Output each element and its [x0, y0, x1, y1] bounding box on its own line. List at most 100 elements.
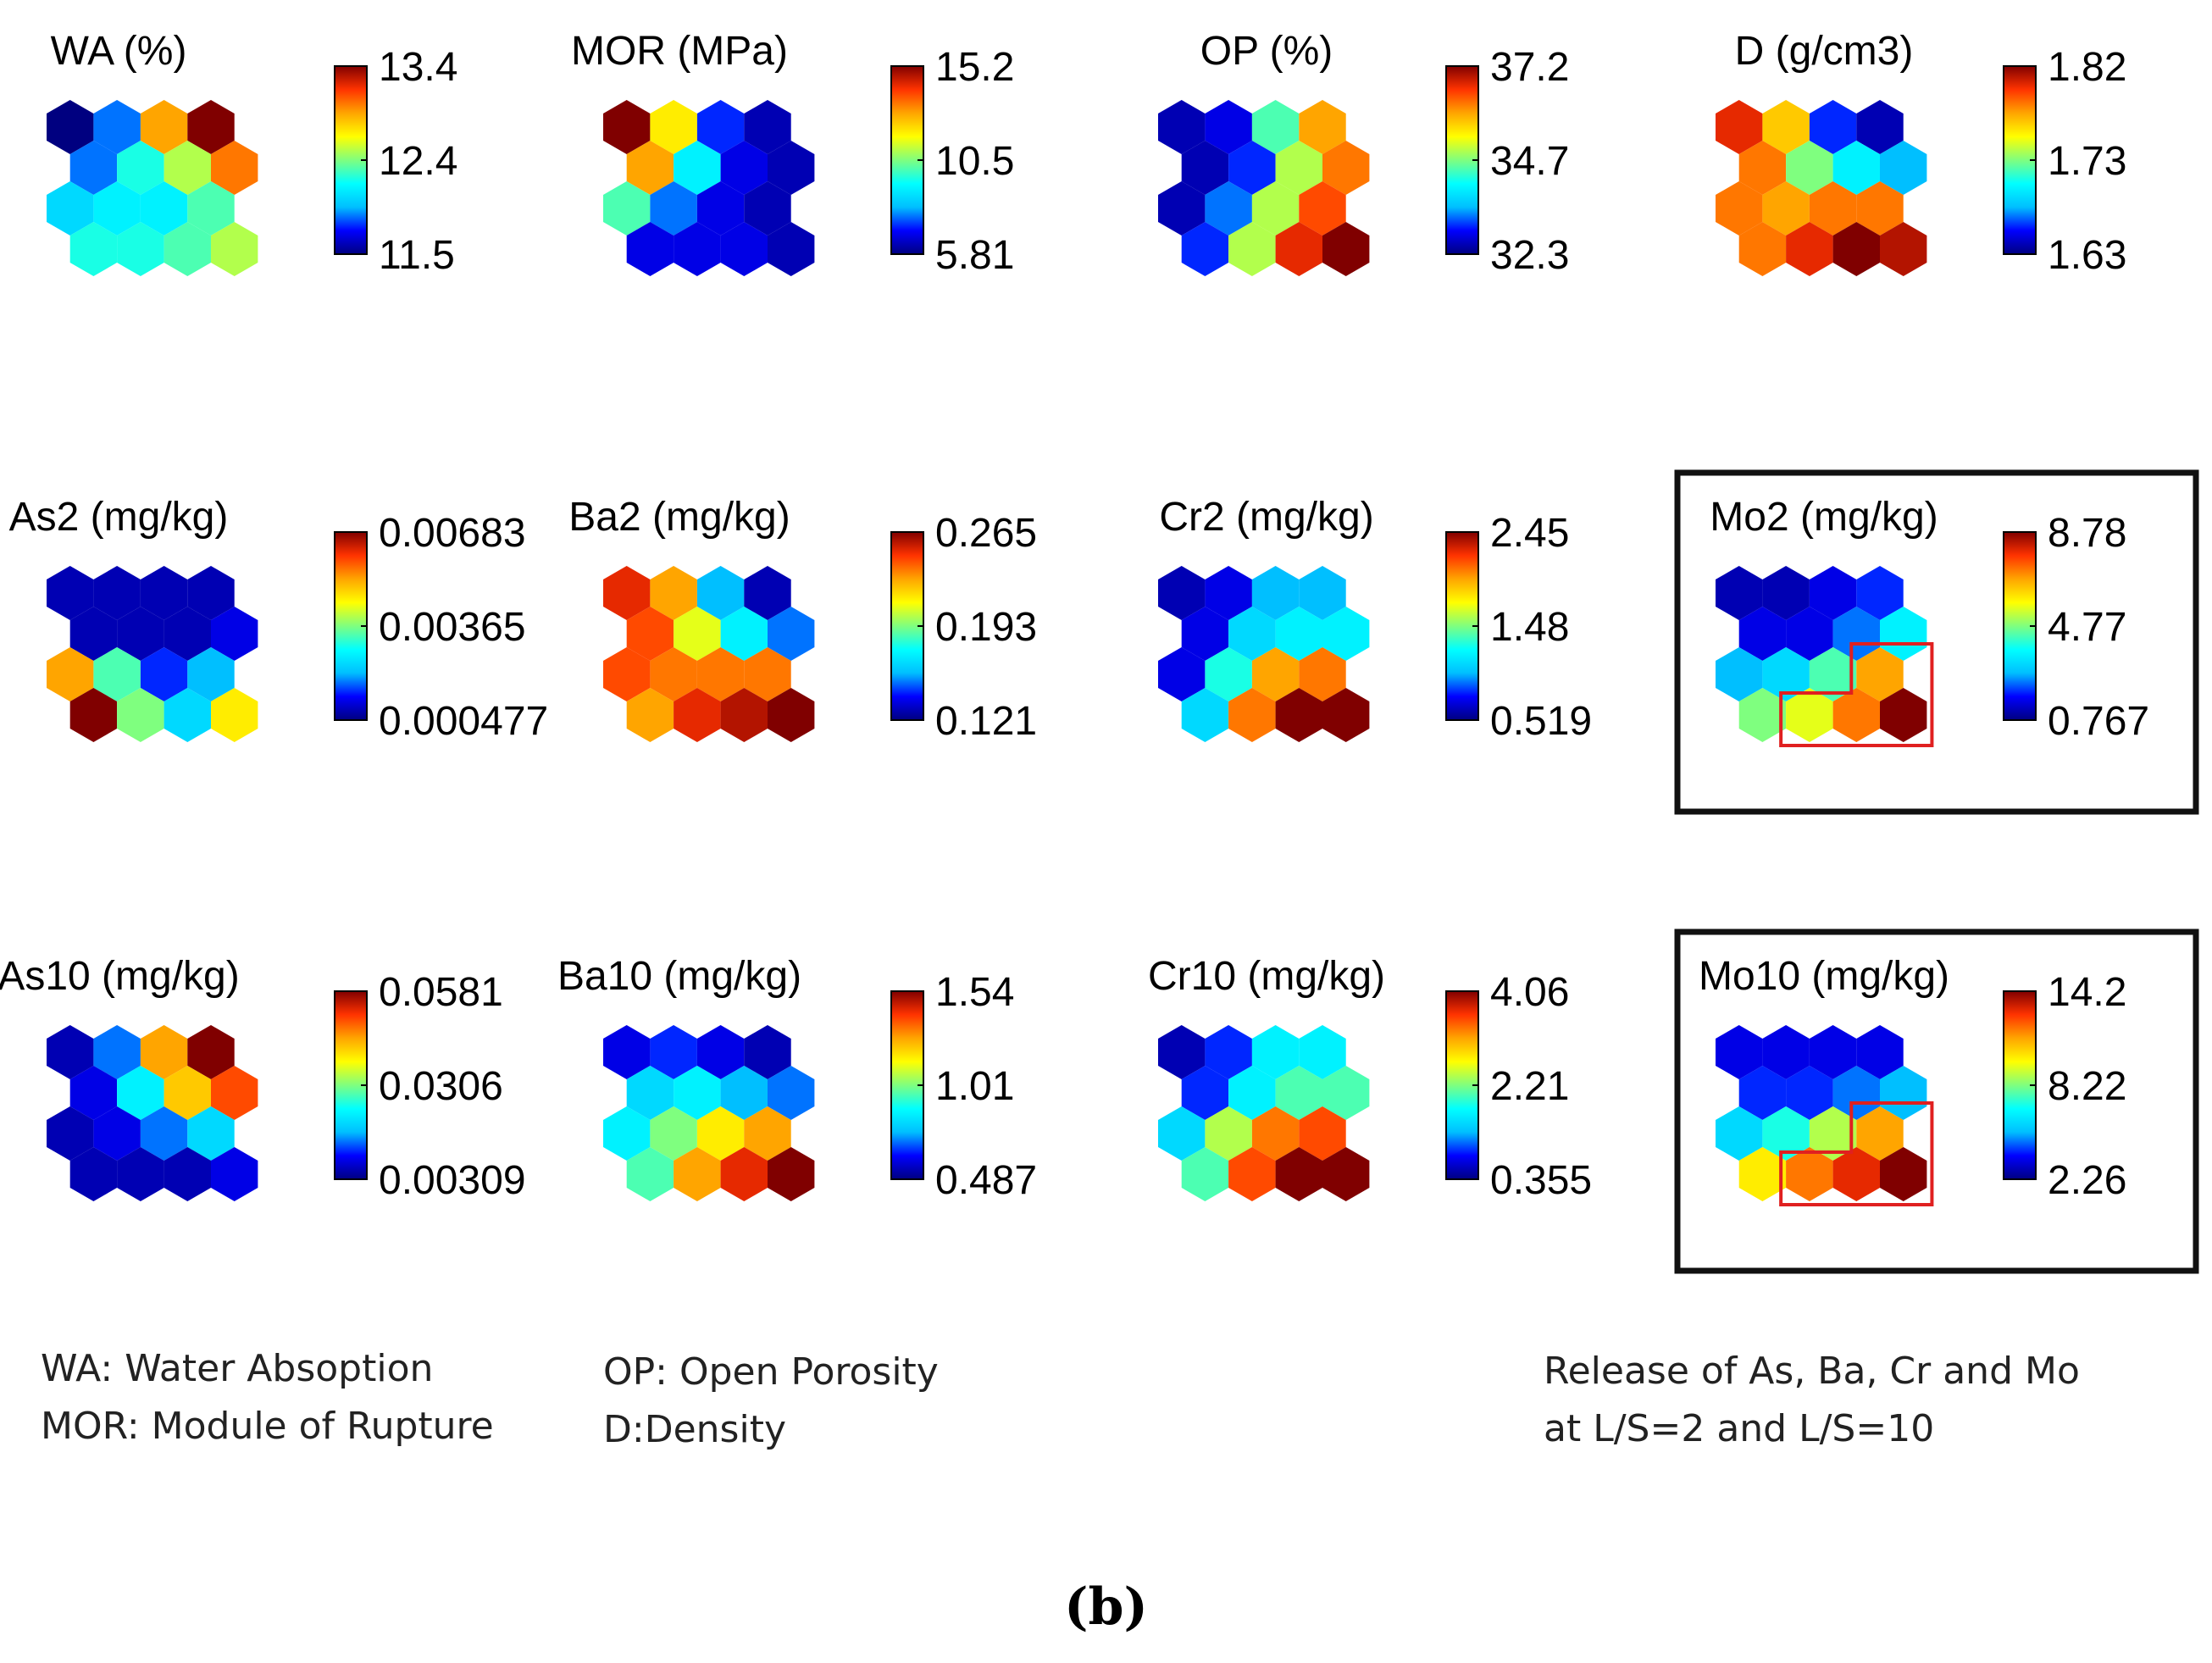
colorbar — [334, 531, 368, 721]
som-hex-cell — [1786, 1066, 1833, 1120]
som-hex-cell — [1786, 222, 1833, 276]
component-plane: WA (%) 13.4 12.4 11.5 — [47, 29, 457, 278]
som-hex-cell — [1205, 566, 1252, 620]
som-hex-cell — [140, 181, 188, 236]
colorbar-tick-label: 4.06 — [1490, 970, 1569, 1015]
som-hex-cell — [768, 1066, 815, 1120]
som-hex-cell — [1181, 688, 1229, 742]
som-hex-cell — [1205, 1106, 1252, 1161]
som-hex-cell — [1251, 566, 1300, 620]
som-hex-cell — [1786, 141, 1833, 195]
som-hex-cell — [1322, 1147, 1370, 1201]
som-hex-cell — [140, 566, 188, 620]
plane-title: WA (%) — [51, 29, 187, 74]
component-plane: As2 (mg/kg) 0.00683 0.00365 0.000477 — [9, 495, 549, 744]
colorbar-tick-label: 11.5 — [379, 233, 455, 278]
component-plane: As10 (mg/kg) 0.0581 0.0306 0.00309 — [0, 954, 526, 1203]
colorbar-tick-label: 0.0581 — [379, 970, 503, 1015]
som-hex-cell — [1716, 1106, 1763, 1161]
som-hex-cell — [1251, 181, 1300, 236]
som-hex-cell — [1275, 1147, 1322, 1201]
som-hex-cell — [1181, 222, 1229, 276]
som-hex-cell — [696, 1106, 745, 1161]
som-hex-cell — [1738, 688, 1787, 742]
som-hex-cell — [1158, 1106, 1206, 1161]
som-hex-cell — [117, 141, 164, 195]
colorbar-tick-label: 32.3 — [1490, 233, 1569, 278]
som-hex-cell — [93, 566, 141, 620]
colorbar-tick-label: 0.00683 — [379, 511, 526, 556]
som-hex-cell — [1880, 222, 1927, 276]
component-plane: Ba2 (mg/kg) 0.265 0.193 0.121 — [568, 495, 1037, 744]
som-hex-cell — [140, 647, 188, 701]
plane-title: Mo10 (mg/kg) — [1699, 954, 1949, 999]
som-hex-cell — [1809, 647, 1857, 701]
som-hex-cell — [1205, 181, 1252, 236]
som-hex-cell — [1880, 688, 1927, 742]
som-hex-cell — [650, 1106, 697, 1161]
som-hex-cell — [650, 181, 697, 236]
som-hex-cell — [1809, 566, 1857, 620]
component-plane: Cr10 (mg/kg) 4.06 2.21 0.355 — [1148, 954, 1592, 1203]
som-hex-cell — [1762, 647, 1810, 701]
som-hex-cell — [720, 141, 768, 195]
som-hex-cell — [211, 222, 258, 276]
som-hex-cell — [1322, 222, 1370, 276]
som-hex-cell — [1275, 222, 1322, 276]
som-hex-cell — [603, 1025, 651, 1079]
som-hex-cell — [140, 1025, 188, 1079]
som-hex-cell — [1228, 1147, 1276, 1201]
som-hex-cell — [1716, 647, 1763, 701]
plane-title: Ba2 (mg/kg) — [568, 495, 790, 540]
som-hex-cell — [117, 1147, 164, 1201]
colorbar-tick-label: 0.193 — [935, 605, 1037, 650]
plane-title: Ba10 (mg/kg) — [557, 954, 801, 999]
colorbar-tick-label: 14.2 — [2048, 970, 2126, 1015]
colorbar-tick-label: 13.4 — [379, 45, 457, 90]
colorbar-tick-label: 37.2 — [1490, 45, 1569, 90]
som-hex-cell — [1205, 1025, 1252, 1079]
som-hex-cell — [1738, 1147, 1787, 1201]
som-hex-cell — [47, 1106, 94, 1161]
som-hex-cell — [650, 1025, 697, 1079]
som-hex-cell — [1738, 222, 1787, 276]
som-hex-cell — [674, 607, 721, 661]
som-hex-cell — [768, 141, 815, 195]
som-hex-cell — [1809, 1025, 1857, 1079]
colorbar-tick-label: 1.82 — [2048, 45, 2126, 90]
som-hex-cell — [768, 688, 815, 742]
note-line: MOR: Module of Rupture — [41, 1405, 494, 1448]
som-hex-cell — [1251, 1025, 1300, 1079]
som-hex-cell — [1181, 607, 1229, 661]
som-hex-cell — [47, 1025, 94, 1079]
som-hex-cell — [1716, 181, 1763, 236]
som-hex-cell — [1158, 1025, 1206, 1079]
som-hex-cell — [1762, 100, 1810, 154]
som-hex-cell — [164, 1147, 211, 1201]
som-hex-cell — [211, 1066, 258, 1120]
som-hex-cell — [1856, 100, 1904, 154]
colorbar-tick-label: 8.78 — [2048, 511, 2126, 556]
som-hex-cell — [1762, 181, 1810, 236]
som-hex-cell — [696, 100, 745, 154]
component-plane: Mo2 (mg/kg) 8.78 4.77 0.767 — [1674, 469, 2199, 815]
som-hex-cell — [187, 100, 235, 154]
colorbar-tick-label: 2.26 — [2048, 1158, 2126, 1203]
som-hex-cell — [1228, 688, 1276, 742]
som-hex-cell — [164, 222, 211, 276]
som-hex-cell — [674, 1066, 721, 1120]
som-hex-cell — [1832, 1066, 1880, 1120]
colorbar-tick-label: 4.77 — [2048, 605, 2126, 650]
som-hex-cell — [69, 688, 118, 742]
som-hex-cell — [69, 1147, 118, 1201]
som-hex-cell — [696, 647, 745, 701]
colorbar-tick-label: 0.121 — [935, 699, 1037, 744]
colorbar-tick-label: 0.487 — [935, 1158, 1037, 1203]
som-hex-cell — [1275, 1066, 1322, 1120]
som-hex-cell — [744, 566, 791, 620]
som-hex-cell — [1832, 1147, 1880, 1201]
colorbar-tick-label: 34.7 — [1490, 139, 1569, 184]
highlight-outline — [1779, 1101, 1934, 1206]
som-hex-cell — [164, 607, 211, 661]
